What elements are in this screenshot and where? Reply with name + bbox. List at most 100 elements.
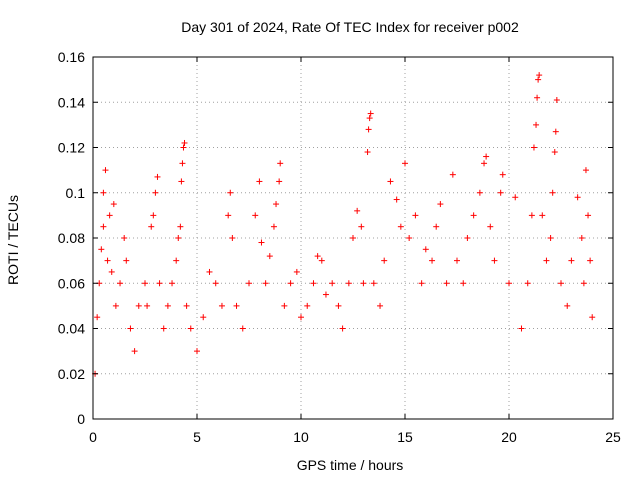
data-point xyxy=(314,253,321,260)
data-point xyxy=(266,253,273,260)
data-point xyxy=(491,257,498,264)
data-point xyxy=(94,314,101,321)
data-point xyxy=(539,212,546,219)
data-point xyxy=(100,223,107,230)
data-point xyxy=(487,223,494,230)
y-tick-label: 0.1 xyxy=(66,185,86,201)
data-point xyxy=(429,257,436,264)
data-point xyxy=(585,212,592,219)
data-point xyxy=(552,128,559,135)
y-tick-label: 0.04 xyxy=(58,321,85,337)
data-point xyxy=(179,160,186,167)
data-point xyxy=(443,280,450,287)
y-tick-labels: 0 0.02 0.04 0.06 0.08 0.1 0.12 0.14 0.16 xyxy=(58,49,85,427)
data-point xyxy=(580,280,587,287)
data-point xyxy=(582,167,589,174)
data-point xyxy=(397,223,404,230)
data-point xyxy=(98,246,105,253)
data-point xyxy=(528,212,535,219)
data-point xyxy=(460,280,467,287)
data-point xyxy=(200,314,207,321)
data-point xyxy=(187,325,194,332)
data-point xyxy=(102,167,109,174)
data-point xyxy=(169,280,176,287)
data-point xyxy=(106,212,113,219)
data-point xyxy=(206,268,213,275)
data-point xyxy=(524,280,531,287)
data-point xyxy=(131,348,138,355)
data-point xyxy=(499,171,506,178)
data-point xyxy=(558,280,564,287)
data-point xyxy=(273,201,280,208)
data-point xyxy=(393,196,400,203)
y-tick-label: 0 xyxy=(77,411,85,427)
data-point xyxy=(437,201,444,208)
data-point xyxy=(381,257,388,264)
data-point xyxy=(535,76,542,83)
data-point xyxy=(177,223,184,230)
chart-title: Day 301 of 2024, Rate Of TEC Index for r… xyxy=(181,19,519,35)
data-point xyxy=(233,302,240,309)
data-point xyxy=(339,325,346,332)
data-point xyxy=(387,178,394,185)
data-point xyxy=(518,325,525,332)
data-point xyxy=(287,280,294,287)
data-point xyxy=(549,189,556,196)
data-point xyxy=(476,189,483,196)
data-point xyxy=(104,257,111,264)
data-point xyxy=(412,212,419,219)
data-point xyxy=(110,201,117,208)
data-point xyxy=(175,235,182,241)
data-point xyxy=(530,144,537,151)
data-points xyxy=(92,72,596,377)
data-point xyxy=(377,302,384,309)
data-point xyxy=(156,280,163,287)
data-point xyxy=(483,153,490,160)
data-point xyxy=(298,314,304,321)
data-point xyxy=(227,189,234,196)
data-point xyxy=(335,302,342,309)
data-point xyxy=(345,280,352,287)
data-point xyxy=(551,149,558,156)
data-point xyxy=(358,223,365,230)
data-point xyxy=(180,144,187,151)
data-point xyxy=(402,160,408,167)
data-point xyxy=(262,280,269,287)
data-point xyxy=(144,302,151,309)
data-point xyxy=(108,268,115,275)
data-point xyxy=(587,257,594,264)
data-point xyxy=(470,212,477,219)
data-point xyxy=(164,302,171,309)
data-point xyxy=(406,235,413,241)
y-axis-label: ROTI / TECUs xyxy=(5,195,21,285)
data-point xyxy=(481,160,488,167)
data-point xyxy=(318,257,325,264)
data-point xyxy=(547,235,554,241)
data-point xyxy=(160,325,167,332)
x-tick-label: 0 xyxy=(89,429,97,445)
data-point xyxy=(574,194,581,201)
x-tick-labels: 0 5 10 15 20 25 xyxy=(89,429,621,445)
data-point xyxy=(564,302,571,309)
data-point xyxy=(281,302,288,309)
data-point xyxy=(543,257,550,264)
data-point xyxy=(553,96,560,103)
data-point xyxy=(276,178,283,185)
data-point xyxy=(366,115,373,122)
data-point xyxy=(310,280,317,287)
x-tick-label: 15 xyxy=(397,429,413,445)
data-point xyxy=(218,302,225,309)
data-point xyxy=(121,235,128,241)
data-point xyxy=(181,139,188,146)
x-axis-label: GPS time / hours xyxy=(297,457,404,473)
data-point xyxy=(364,149,371,156)
data-point xyxy=(533,121,540,128)
x-tick-label: 10 xyxy=(293,429,309,445)
data-point xyxy=(152,189,159,196)
data-point xyxy=(258,239,265,246)
data-point xyxy=(270,223,277,230)
data-point xyxy=(418,280,425,287)
x-tick-label: 20 xyxy=(501,429,517,445)
